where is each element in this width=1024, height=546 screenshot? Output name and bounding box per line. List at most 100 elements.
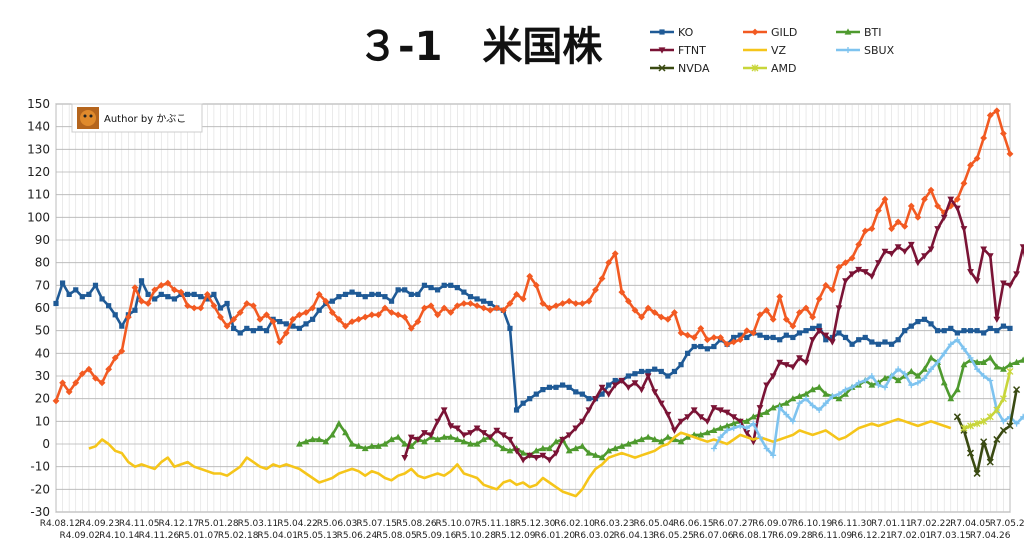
data-point-sbux xyxy=(980,373,987,379)
data-point-gild xyxy=(868,225,876,233)
data-point-ko xyxy=(731,334,737,341)
data-point-gild xyxy=(249,302,257,310)
data-point-gild xyxy=(427,302,435,310)
data-point-sbux xyxy=(770,452,777,459)
x-tick-label: R5.06.24 xyxy=(337,531,378,541)
data-point-ko xyxy=(59,280,66,286)
data-point-gild xyxy=(796,309,803,316)
series-ftnt xyxy=(401,196,1024,464)
legend-item-ko: KO xyxy=(650,26,694,39)
data-point-ko xyxy=(849,341,855,347)
data-point-gild xyxy=(184,302,191,310)
data-point-nvda xyxy=(980,438,988,446)
data-point-bti xyxy=(506,447,514,454)
data-point-ko xyxy=(382,294,388,300)
data-point-ftnt xyxy=(440,407,448,414)
y-tick-label: 0 xyxy=(42,437,50,451)
data-point-ko xyxy=(152,296,158,302)
data-point-sbux xyxy=(842,386,849,393)
data-point-ftnt xyxy=(776,359,784,366)
data-point-ko xyxy=(895,337,901,343)
data-point-gild xyxy=(855,241,863,248)
data-point-ko xyxy=(375,291,381,297)
data-point-gild xyxy=(539,300,547,307)
data-point-ko xyxy=(171,296,178,302)
x-tick-label: R7.03.15 xyxy=(930,531,971,541)
data-point-ko xyxy=(862,334,868,341)
data-point-gild xyxy=(309,304,316,312)
data-point-sbux xyxy=(1000,418,1007,425)
data-point-ftnt xyxy=(756,405,764,412)
data-point-gild xyxy=(684,331,692,339)
data-point-bti xyxy=(782,399,790,406)
data-point-ko xyxy=(211,291,217,297)
data-point-gild xyxy=(657,313,665,321)
data-point-ko xyxy=(336,294,342,300)
data-point-gild xyxy=(730,338,738,346)
data-point-ftnt xyxy=(1006,282,1014,289)
data-point-gild xyxy=(460,300,468,307)
data-point-bti xyxy=(907,367,915,375)
data-point-gild xyxy=(480,304,488,312)
series-vz xyxy=(88,417,952,498)
data-point-gild xyxy=(486,306,494,314)
data-point-ftnt xyxy=(453,425,461,432)
data-point-gild xyxy=(171,286,178,294)
data-point-gild xyxy=(723,340,731,348)
data-point-bti xyxy=(631,438,639,445)
y-tick-label: 60 xyxy=(35,301,50,315)
data-point-ftnt xyxy=(690,407,698,414)
x-tick-label: R4.11.26 xyxy=(139,531,180,541)
data-point-ko xyxy=(224,300,230,307)
data-point-ko xyxy=(777,337,783,343)
data-point-nvda xyxy=(966,449,975,457)
data-point-ftnt xyxy=(828,339,836,346)
data-point-ftnt xyxy=(743,430,751,437)
data-point-ftnt xyxy=(407,434,415,441)
data-point-bti xyxy=(361,444,369,452)
data-point-gild xyxy=(276,338,284,346)
data-point-ftnt xyxy=(927,246,935,253)
data-point-bti xyxy=(467,440,474,447)
data-point-gild xyxy=(967,161,974,169)
data-point-ko xyxy=(507,325,513,331)
data-point-ko xyxy=(928,321,934,327)
data-point-ko xyxy=(691,343,697,350)
data-point-ftnt xyxy=(868,273,876,280)
data-point-gild xyxy=(434,311,441,319)
data-point-bti xyxy=(710,426,718,433)
data-point-bti xyxy=(328,431,336,438)
author-avatar-icon xyxy=(77,107,99,129)
data-point-sbux xyxy=(947,341,954,348)
data-point-ko xyxy=(842,334,849,341)
data-point-ko xyxy=(540,387,546,393)
data-point-gild xyxy=(157,281,165,289)
data-point-ftnt xyxy=(644,373,652,380)
data-point-gild xyxy=(59,379,66,387)
x-tick-label: R6.07.06 xyxy=(693,531,734,541)
data-point-sbux xyxy=(737,422,744,429)
data-point-bti xyxy=(598,454,606,461)
data-point-bti xyxy=(730,420,738,427)
data-point-gild xyxy=(236,309,244,316)
data-point-ko xyxy=(882,339,888,345)
data-point-gild xyxy=(131,284,139,291)
data-point-bti xyxy=(335,420,343,427)
data-point-sbux xyxy=(875,382,882,389)
data-point-bti xyxy=(473,440,481,447)
data-point-bti xyxy=(947,395,955,402)
data-point-ftnt xyxy=(697,414,705,421)
data-point-gild xyxy=(934,202,942,210)
data-point-ko xyxy=(632,371,638,377)
data-point-ftnt xyxy=(723,409,731,416)
data-point-bti xyxy=(868,381,876,388)
data-point-bti xyxy=(368,442,376,449)
data-point-sbux xyxy=(803,395,810,402)
data-point-ftnt xyxy=(763,382,770,389)
data-point-ftnt xyxy=(947,196,955,203)
data-point-ko xyxy=(474,296,480,302)
data-point-ko xyxy=(1000,323,1007,329)
x-tick-label: R6.03.02 xyxy=(574,531,615,541)
data-point-amd xyxy=(1006,367,1014,375)
data-point-gild xyxy=(1006,150,1014,158)
